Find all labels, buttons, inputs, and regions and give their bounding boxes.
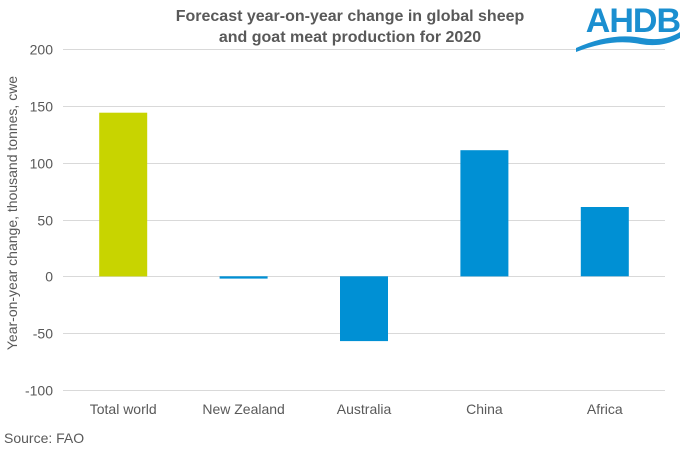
chart-title-line-1: Forecast year-on-year change in global s… bbox=[175, 8, 525, 25]
bar-africa bbox=[580, 207, 629, 277]
bar-total-world bbox=[99, 112, 148, 277]
logo-wave-icon bbox=[576, 32, 680, 52]
y-tick-label: 100 bbox=[30, 156, 54, 172]
x-tick-label: Australia bbox=[337, 401, 392, 417]
bar-new-zealand bbox=[219, 276, 268, 279]
x-tick-label: Total world bbox=[90, 401, 157, 417]
y-tick-label: 50 bbox=[37, 213, 53, 229]
chart-title: Forecast year-on-year change in global s… bbox=[130, 6, 570, 48]
bar-australia bbox=[340, 276, 388, 342]
x-tick-label: Africa bbox=[587, 401, 623, 417]
x-tick-label: China bbox=[466, 401, 503, 417]
logo-text: AHDB bbox=[585, 2, 681, 40]
y-tick-label: -100 bbox=[25, 383, 53, 399]
y-tick-label: 200 bbox=[30, 42, 54, 58]
ahdb-logo: AHDB bbox=[572, 2, 682, 52]
source-note: Source: FAO bbox=[4, 430, 85, 446]
y-tick-label: 150 bbox=[30, 99, 54, 115]
bar-china bbox=[460, 150, 509, 277]
chart-title-line-2: and goat meat production for 2020 bbox=[218, 29, 482, 46]
y-tick-label: -50 bbox=[33, 326, 53, 342]
x-tick-label: New Zealand bbox=[202, 401, 285, 417]
y-axis-label: Year-on-year change, thousand tonnes, cw… bbox=[4, 75, 20, 351]
y-tick-label: 0 bbox=[45, 269, 53, 285]
